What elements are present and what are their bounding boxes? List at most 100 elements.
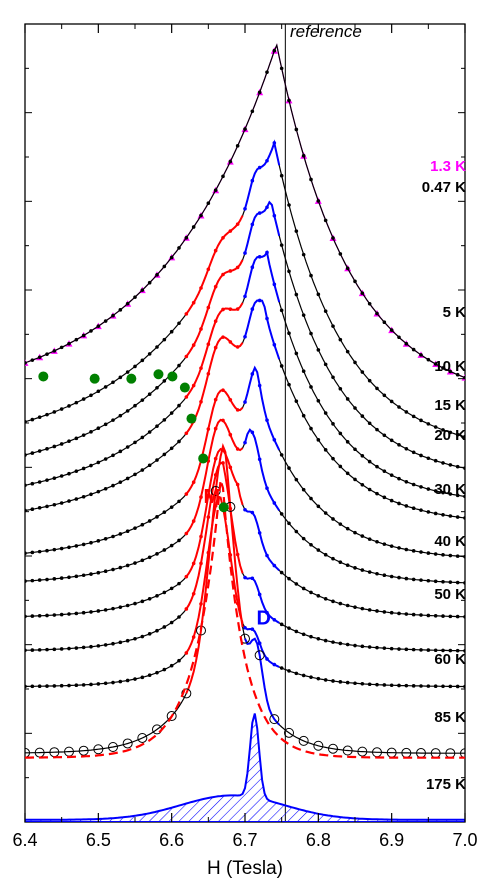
series-point — [81, 542, 86, 547]
x-tick-label: 7.0 — [452, 830, 477, 850]
series-point — [243, 334, 247, 339]
component-m-line — [25, 479, 465, 759]
series-point — [269, 714, 280, 725]
series-point — [177, 363, 181, 368]
series-point — [184, 651, 189, 655]
series-point — [301, 252, 306, 257]
series-point — [345, 680, 350, 685]
series-point — [265, 657, 269, 661]
series-point — [309, 426, 313, 431]
series-point — [397, 335, 401, 340]
series-point — [228, 432, 233, 437]
series-point — [345, 642, 350, 647]
series-point — [103, 643, 108, 647]
series-d-segment — [244, 250, 281, 303]
series-point — [375, 609, 379, 613]
series-point — [353, 360, 357, 365]
series-m-segment — [185, 495, 244, 654]
series-point — [133, 637, 137, 641]
series-point — [155, 273, 159, 277]
series-point — [360, 453, 365, 458]
series-point — [78, 745, 89, 756]
series-point — [228, 340, 233, 344]
series-point — [353, 681, 357, 686]
series-point — [309, 331, 313, 336]
series-point — [206, 515, 211, 519]
series-point — [74, 469, 79, 473]
series-point — [45, 548, 49, 553]
series-point — [235, 345, 240, 349]
series-point — [257, 90, 262, 95]
series-point — [463, 648, 465, 653]
series-point — [265, 205, 269, 210]
series-point — [111, 680, 115, 685]
series-point — [323, 638, 328, 643]
series-point — [147, 430, 152, 434]
series-point — [433, 489, 438, 493]
series-point — [316, 504, 321, 509]
series-point — [74, 574, 79, 579]
series-point — [67, 575, 71, 580]
series-point — [30, 481, 35, 486]
series-point — [375, 682, 379, 687]
series-point — [411, 414, 416, 419]
series-point — [441, 513, 445, 517]
series-point — [404, 504, 409, 508]
series-point — [133, 601, 137, 606]
series-point — [331, 599, 335, 604]
series-point — [323, 448, 328, 452]
series-point — [316, 348, 321, 352]
series-point — [382, 495, 387, 500]
series-point — [59, 612, 64, 617]
series-point — [118, 605, 123, 609]
series-point — [411, 450, 416, 455]
series-point — [169, 620, 174, 625]
series-point — [455, 432, 460, 437]
x-tick-label: 6.5 — [86, 830, 111, 850]
series-point — [441, 614, 445, 618]
series-point — [103, 319, 108, 323]
series-point — [367, 301, 372, 306]
series-point — [323, 362, 328, 367]
series-point — [169, 663, 174, 668]
x-axis-title: H (Tesla) — [207, 858, 283, 879]
series-point — [382, 573, 387, 578]
series-point — [155, 424, 159, 428]
series-point — [257, 298, 262, 303]
series-point — [301, 487, 306, 492]
series-point — [213, 345, 218, 350]
series-point — [411, 347, 416, 352]
series-point — [147, 392, 152, 396]
series-point — [389, 438, 394, 443]
series-point — [140, 288, 145, 292]
series-point — [279, 308, 284, 313]
series-point — [426, 613, 431, 618]
series-point — [342, 745, 353, 756]
series-point — [272, 141, 277, 145]
series-point — [463, 684, 465, 689]
series-point — [460, 748, 465, 759]
series-point — [37, 614, 42, 618]
series-line — [25, 462, 465, 652]
series-point — [30, 614, 35, 618]
series-point — [133, 364, 137, 369]
series-point — [177, 538, 181, 543]
series-point — [382, 469, 387, 473]
series-m-segment — [185, 302, 244, 398]
series-point — [25, 684, 27, 689]
series-point — [199, 399, 203, 404]
series-point — [331, 375, 335, 380]
series-point — [345, 471, 350, 476]
series-point — [125, 638, 130, 643]
series-point — [140, 358, 145, 363]
series-point — [191, 300, 196, 305]
series-point — [426, 578, 431, 583]
series-point — [147, 519, 152, 523]
series-point — [448, 514, 453, 518]
series-point — [74, 683, 79, 688]
series-point — [206, 267, 211, 272]
series-point — [67, 341, 71, 346]
series-point — [96, 570, 101, 575]
series-point — [125, 476, 130, 481]
series-point — [411, 684, 416, 688]
